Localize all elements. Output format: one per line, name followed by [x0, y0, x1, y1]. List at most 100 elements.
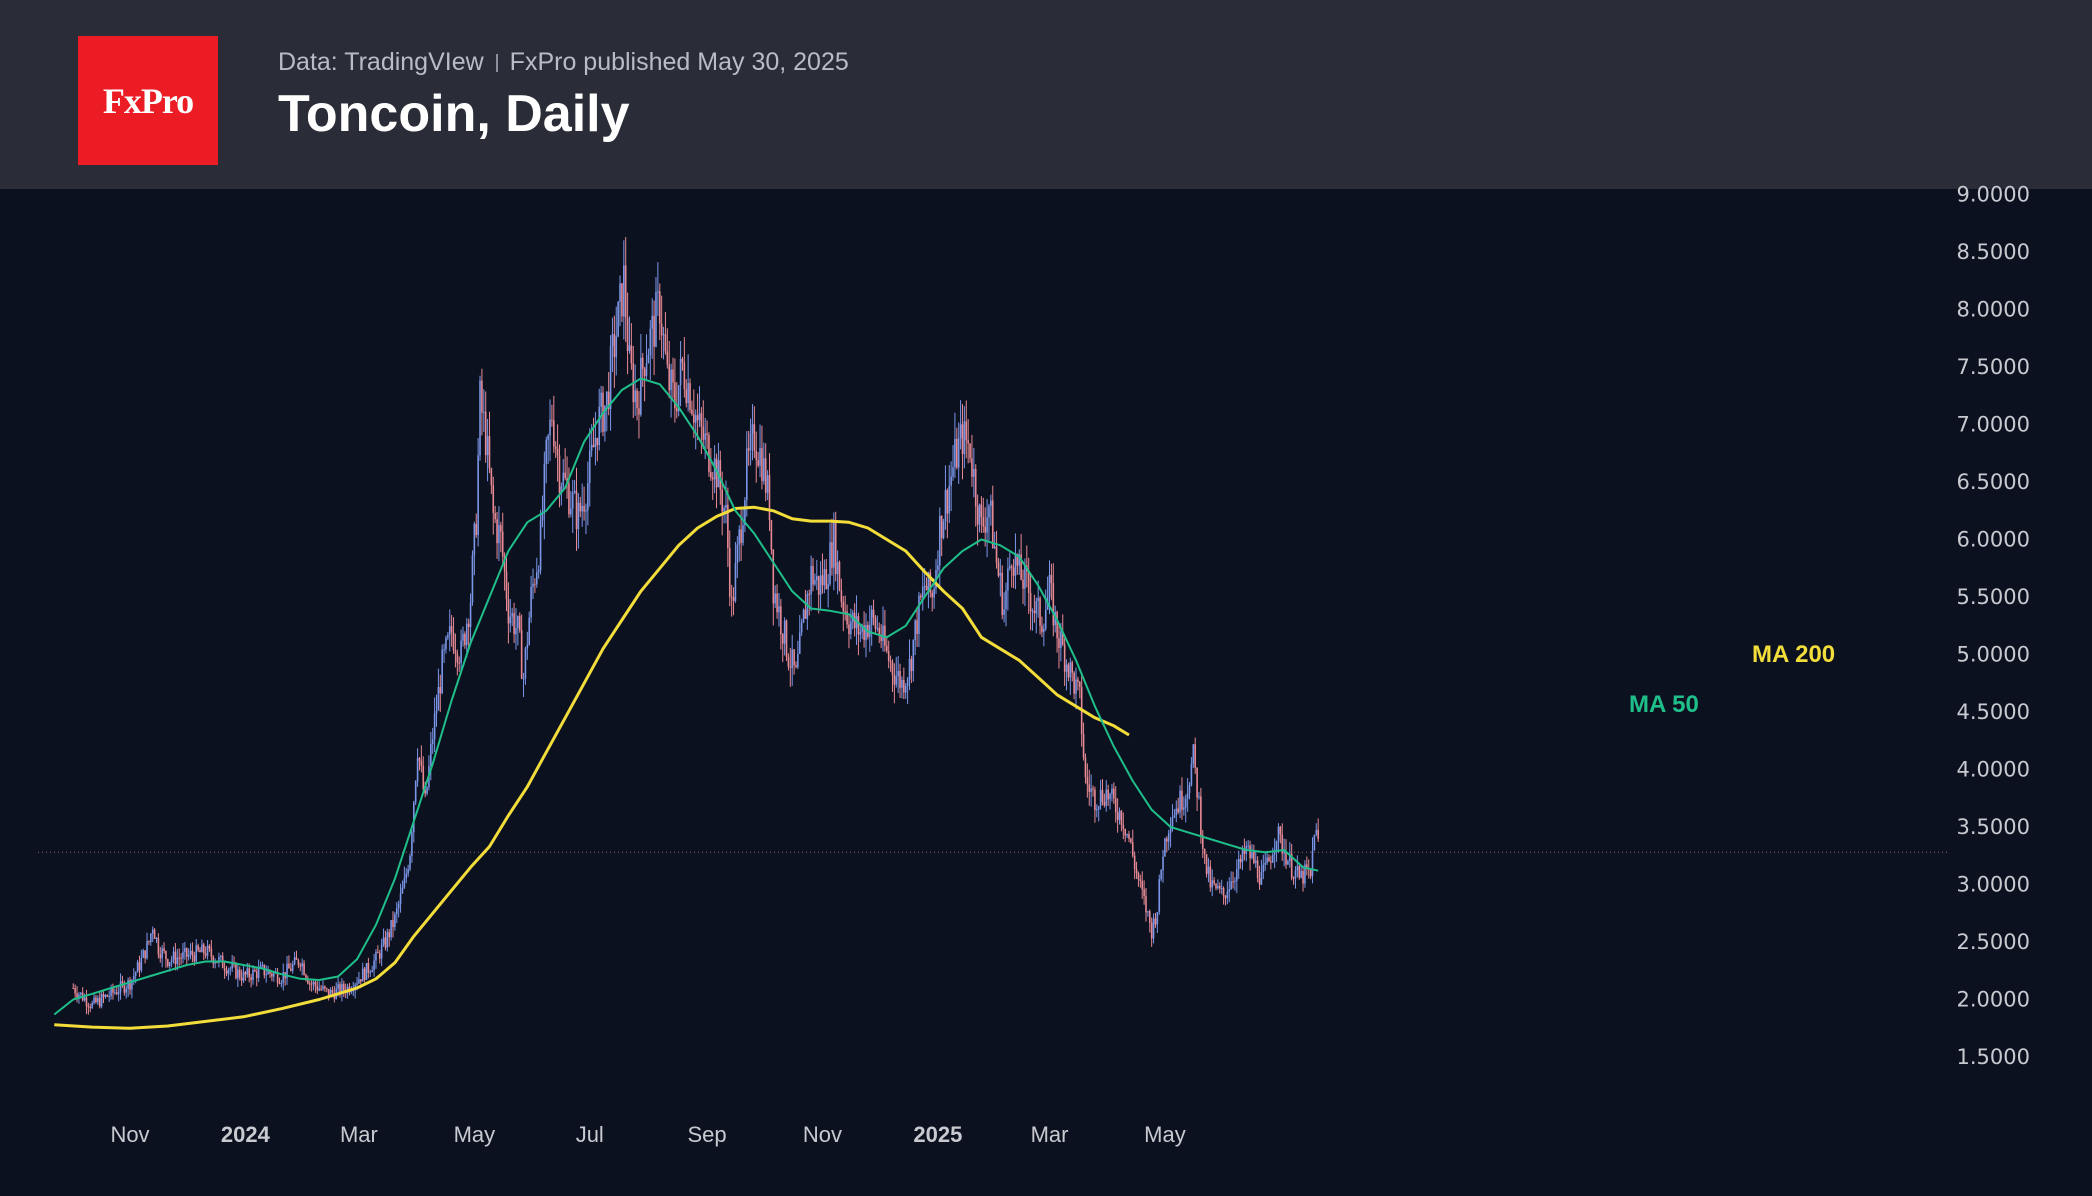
candle-body: [511, 613, 513, 617]
fxpro-logo: FxPro: [78, 36, 218, 165]
candle-body: [808, 593, 811, 595]
candle-body: [473, 523, 476, 556]
candle-body: [350, 990, 353, 993]
candle-body: [651, 315, 653, 329]
candle-body: [1194, 744, 1196, 768]
candle-body: [134, 972, 137, 977]
candle-body: [142, 950, 145, 958]
candle-body: [889, 660, 892, 663]
x-tick-label: May: [454, 1122, 496, 1147]
candle-body: [702, 426, 705, 440]
candle-body: [920, 595, 922, 598]
candle-body: [1209, 866, 1212, 888]
candle-body: [441, 649, 443, 694]
candle-body: [176, 957, 179, 965]
candle-body: [1198, 796, 1200, 798]
candle-body: [986, 517, 988, 533]
candle-body: [115, 992, 118, 995]
candle-body: [433, 713, 436, 740]
ma50-label: MA 50: [1629, 691, 1699, 718]
candle-body: [747, 448, 750, 451]
candle-body: [223, 968, 226, 971]
candle-body: [150, 933, 152, 943]
candle-body: [271, 973, 273, 977]
candle-body: [1196, 767, 1198, 798]
candle-body: [674, 382, 676, 409]
candle-body: [886, 645, 888, 652]
candle-body: [963, 421, 966, 455]
candle-body: [475, 523, 478, 535]
candle-body: [509, 616, 512, 624]
candle-body: [906, 679, 909, 686]
candle-body: [882, 625, 884, 642]
candle-body: [110, 987, 112, 997]
candle-body: [486, 436, 489, 456]
candle-body: [1050, 574, 1053, 584]
candle-body: [312, 982, 315, 984]
candles-group: [72, 237, 1319, 1015]
candle-body: [1228, 889, 1231, 892]
candle-body: [568, 483, 570, 515]
candle-body: [291, 964, 294, 971]
candle-body: [1061, 631, 1064, 645]
candle-body: [624, 265, 627, 318]
candle-body: [250, 977, 252, 980]
candle-body: [730, 596, 733, 598]
candle-body: [647, 354, 650, 364]
candle-body: [999, 572, 1002, 576]
candle-body: [587, 482, 589, 511]
candle-body: [815, 576, 818, 581]
candle-body: [1043, 628, 1045, 633]
ma50-line: [53, 377, 1319, 1016]
candle-body: [744, 500, 746, 526]
candle-body: [916, 620, 918, 634]
candle-body: [995, 546, 998, 563]
candle-body: [1220, 888, 1223, 890]
candle-body: [1234, 880, 1236, 882]
candle-body: [138, 962, 141, 971]
candle-body: [961, 424, 964, 455]
candle-body: [397, 904, 400, 909]
candle-body: [193, 955, 196, 962]
candle-body: [937, 565, 939, 571]
candle-body: [125, 988, 128, 993]
candle-body: [1232, 881, 1234, 883]
candle-body: [1152, 918, 1155, 939]
candle-body: [1304, 864, 1306, 884]
candle-body: [471, 555, 474, 603]
candle-body: [787, 656, 790, 667]
candle-body: [1128, 833, 1130, 839]
candle-body: [993, 546, 996, 548]
x-tick-label: Nov: [110, 1122, 149, 1147]
candle-body: [912, 639, 915, 671]
candle-body: [693, 414, 695, 423]
candle-body: [967, 440, 969, 444]
candle-body: [551, 419, 553, 421]
chart-title: Toncoin, Daily: [278, 85, 630, 143]
candle-body: [1067, 664, 1070, 678]
candle-body: [373, 960, 375, 971]
candle-body: [356, 983, 358, 985]
candle-body: [655, 291, 657, 347]
candle-body: [1018, 554, 1021, 566]
candle-body: [490, 468, 493, 486]
y-tick-label: 4.5000: [1957, 700, 2030, 724]
candle-body: [948, 485, 951, 514]
candle-body: [261, 964, 264, 966]
candle-body: [657, 291, 659, 293]
candle-body: [78, 994, 80, 998]
candle-body: [974, 468, 977, 507]
candle-body: [1007, 568, 1009, 591]
candle-body: [95, 997, 97, 1003]
candle-body: [721, 489, 723, 512]
candle-body: [288, 963, 290, 969]
candle-body: [927, 572, 930, 591]
candle-body: [965, 421, 968, 441]
candle-body: [634, 390, 636, 403]
candle-body: [1111, 788, 1113, 794]
candle-body: [547, 435, 549, 440]
candle-body: [957, 438, 960, 468]
candle-body: [783, 620, 786, 644]
candle-body: [401, 887, 404, 894]
candle-body: [1071, 662, 1074, 673]
